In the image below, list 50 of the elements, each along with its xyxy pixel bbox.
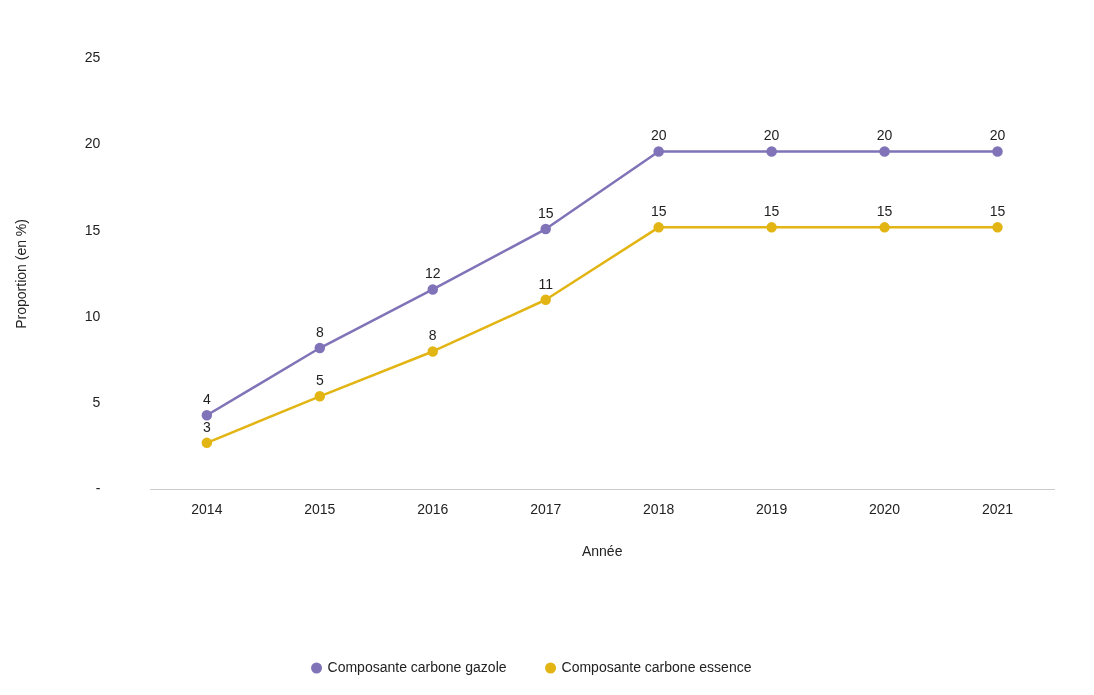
data-label: 15 xyxy=(876,203,893,220)
point xyxy=(201,437,213,449)
data-label: 15 xyxy=(650,203,667,220)
point xyxy=(992,222,1003,233)
point xyxy=(992,146,1003,157)
data-label: 15 xyxy=(989,203,1006,220)
data-label: 15 xyxy=(537,204,554,221)
point xyxy=(314,342,326,354)
data-label: 8 xyxy=(315,323,324,340)
legend-label: Composante carbone gazole xyxy=(327,658,507,675)
data-label: 3 xyxy=(202,418,211,435)
data-label: 11 xyxy=(538,275,554,292)
legend-label: Composante carbone essence xyxy=(561,658,752,675)
point xyxy=(201,410,213,421)
y-axis-title: Proportion (en %) xyxy=(13,219,30,329)
y-tick-label: 10 xyxy=(84,307,101,324)
data-label: 4 xyxy=(202,391,211,408)
data-label: 12 xyxy=(424,265,441,282)
x-tick-label: 2017 xyxy=(530,500,562,517)
x-tick-label: 2016 xyxy=(417,500,449,517)
point xyxy=(879,146,890,157)
point xyxy=(540,223,551,235)
point xyxy=(427,346,439,357)
data-label: 20 xyxy=(876,127,893,144)
x-tick-label: 2021 xyxy=(981,500,1014,517)
data-label: 8 xyxy=(428,327,437,344)
data-label: 20 xyxy=(989,127,1006,144)
data-label: 20 xyxy=(763,127,780,144)
y-tick-label: 15 xyxy=(84,221,101,238)
data-label: 5 xyxy=(315,372,324,389)
point xyxy=(653,146,664,157)
x-tick-label: 2018 xyxy=(643,500,675,517)
y-tick-label: 5 xyxy=(92,394,101,411)
y-tick-label: - xyxy=(95,480,101,497)
point xyxy=(766,222,777,233)
x-tick-label: 2020 xyxy=(868,500,901,517)
x-axis-title: Année xyxy=(581,543,623,560)
point xyxy=(766,146,777,157)
point xyxy=(879,222,890,233)
y-tick-label: 25 xyxy=(84,49,101,66)
point xyxy=(540,294,551,306)
x-tick-label: 2015 xyxy=(304,500,336,517)
point xyxy=(427,284,439,295)
point xyxy=(653,222,664,233)
x-tick-label: 2014 xyxy=(191,500,223,517)
y-tick-label: 20 xyxy=(84,135,101,152)
x-tick-label: 2019 xyxy=(756,500,788,517)
data-label: 20 xyxy=(650,127,667,144)
point xyxy=(314,391,326,402)
data-label: 15 xyxy=(763,203,780,220)
